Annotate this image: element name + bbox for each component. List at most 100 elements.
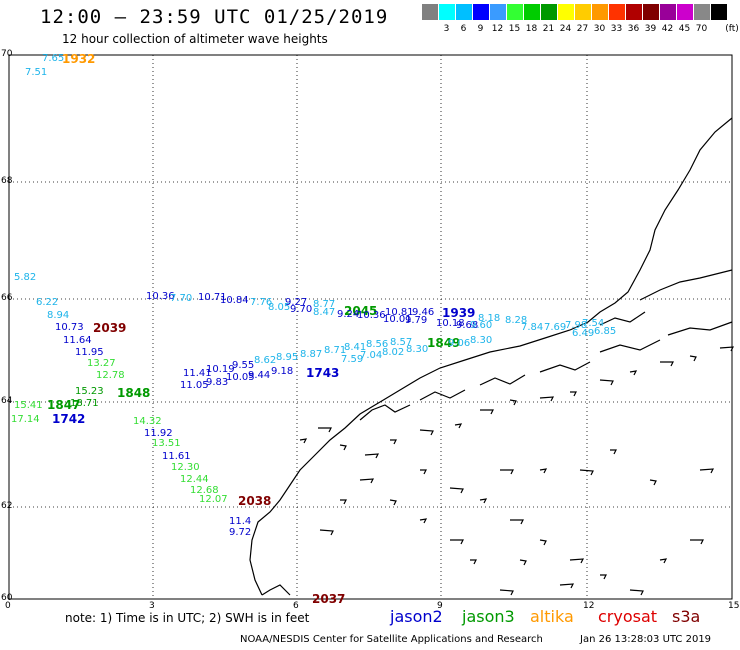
coastline-segment xyxy=(667,321,733,336)
legend-swatch xyxy=(660,4,677,20)
legend-swatch xyxy=(626,4,643,20)
legend-swatch xyxy=(694,4,711,20)
legend-value-label: 9 xyxy=(477,24,484,34)
island-outline xyxy=(539,539,547,546)
satellite-cryosat: cryosat xyxy=(598,607,658,626)
wave-height-value: 8.62 xyxy=(254,355,277,366)
legend-value-label: 12 xyxy=(491,24,504,34)
wave-height-value: 9.44 xyxy=(248,370,271,381)
island-outline xyxy=(319,529,334,536)
satellite-s3a: s3a xyxy=(672,607,701,626)
island-outline xyxy=(339,444,347,451)
island-outline xyxy=(419,518,428,524)
longitude-label: 9 xyxy=(437,601,443,611)
longitude-label: 3 xyxy=(149,601,155,611)
legend-swatch xyxy=(541,4,558,20)
wave-height-value: 7.65 xyxy=(42,53,65,64)
legend-value-label: 42 xyxy=(661,24,674,34)
island-outline xyxy=(480,409,494,415)
pass-time-label: 1849 xyxy=(427,336,461,350)
wave-height-value: 12.68 xyxy=(190,485,219,496)
legend-swatch xyxy=(609,4,626,20)
wave-height-value: 10.71 xyxy=(198,292,227,303)
longitude-label: 6 xyxy=(293,601,299,611)
island-outline xyxy=(510,519,524,525)
legend-unit: (ft) xyxy=(725,24,739,34)
wave-height-value: 9.83 xyxy=(206,377,229,388)
island-outline xyxy=(719,346,735,352)
wave-height-value: 8.41 xyxy=(344,342,367,353)
longitude-label: 15 xyxy=(728,601,740,611)
wave-height-value: 15.23 xyxy=(75,386,104,397)
wave-height-value: 8.57 xyxy=(390,337,413,348)
wave-height-value: 9.18 xyxy=(271,366,294,377)
legend-swatch xyxy=(592,4,609,20)
satellite-jason2: jason2 xyxy=(390,607,443,626)
pass-time-label: 1939 xyxy=(442,306,476,320)
wave-height-value: 18.71 xyxy=(70,398,99,409)
wave-height-value: 10.05 xyxy=(226,372,255,383)
wave-height-value: 8.71 xyxy=(324,345,347,356)
island-outline xyxy=(689,355,697,362)
wave-height-value: 7.98 xyxy=(565,320,588,331)
island-outline xyxy=(690,539,704,545)
coastline-segment xyxy=(249,117,733,596)
wave-height-value: 8.18 xyxy=(478,313,501,324)
graticule xyxy=(9,55,732,599)
wave-height-value: 13.27 xyxy=(87,358,116,369)
legend-swatch xyxy=(473,4,490,20)
map-frame xyxy=(8,54,733,600)
island-outline xyxy=(570,391,577,397)
wave-height-value: 8.28 xyxy=(505,315,528,326)
pass-time-label: 2038 xyxy=(238,494,272,508)
wave-height-value: 7.54 xyxy=(582,318,605,329)
pass-time-label: 2039 xyxy=(93,321,127,335)
latitude-label: 68 xyxy=(1,176,13,186)
wave-height-value: 7.69 xyxy=(544,322,567,333)
wave-height-value: 8.47 xyxy=(313,307,336,318)
wave-height-value: 8.30 xyxy=(406,344,429,355)
island-outline xyxy=(364,453,380,459)
wave-height-value: 9.27 xyxy=(285,297,308,308)
latitude-label: 64 xyxy=(1,396,13,406)
wave-height-value: 8.02 xyxy=(382,347,405,358)
map-subtitle: 12 hour collection of altimeter wave hei… xyxy=(62,32,328,46)
island-outline xyxy=(390,439,397,445)
island-outline xyxy=(470,559,477,565)
wave-height-value: 10.01 xyxy=(383,314,412,325)
island-outline xyxy=(699,468,715,474)
legend-value-label: 18 xyxy=(525,24,538,34)
island-outline xyxy=(569,558,585,564)
wave-height-value: 8.94 xyxy=(47,310,70,321)
pass-time-label: 1847 xyxy=(47,398,81,412)
wave-height-value: 5.82 xyxy=(14,272,37,283)
legend-swatch xyxy=(422,4,439,20)
legend-swatch xyxy=(439,4,456,20)
pass-time-label: 1848 xyxy=(117,386,151,400)
island-outline xyxy=(509,399,517,406)
wave-height-value: 8.05 xyxy=(268,302,291,313)
longitude-label: 12 xyxy=(583,601,595,611)
island-outline xyxy=(389,499,397,506)
wave-height-value: 9.72 xyxy=(229,527,252,538)
island-outline xyxy=(420,469,427,475)
latitude-label: 60 xyxy=(1,593,13,603)
island-outline xyxy=(479,498,488,504)
legend-value-label: 33 xyxy=(610,24,623,34)
island-outline xyxy=(559,583,575,589)
legend-value-label: 70 xyxy=(695,24,708,34)
footer-note: note: 1) Time is in UTC; 2) SWH is in fe… xyxy=(65,611,310,625)
island-outline xyxy=(659,558,668,564)
legend-value-label: 24 xyxy=(559,24,572,34)
legend-swatch xyxy=(643,4,660,20)
credit-line: NOAA/NESDIS Center for Satellite Applica… xyxy=(240,634,543,645)
coastline-segment xyxy=(639,269,733,301)
wave-height-value: 6.22 xyxy=(36,297,59,308)
legend-swatch xyxy=(490,4,507,20)
wave-height-value: 11.92 xyxy=(144,428,173,439)
wave-height-value: 7.51 xyxy=(25,67,48,78)
wave-height-value: 8.77 xyxy=(313,299,336,310)
island-outline xyxy=(660,361,674,367)
island-outline xyxy=(539,468,548,474)
